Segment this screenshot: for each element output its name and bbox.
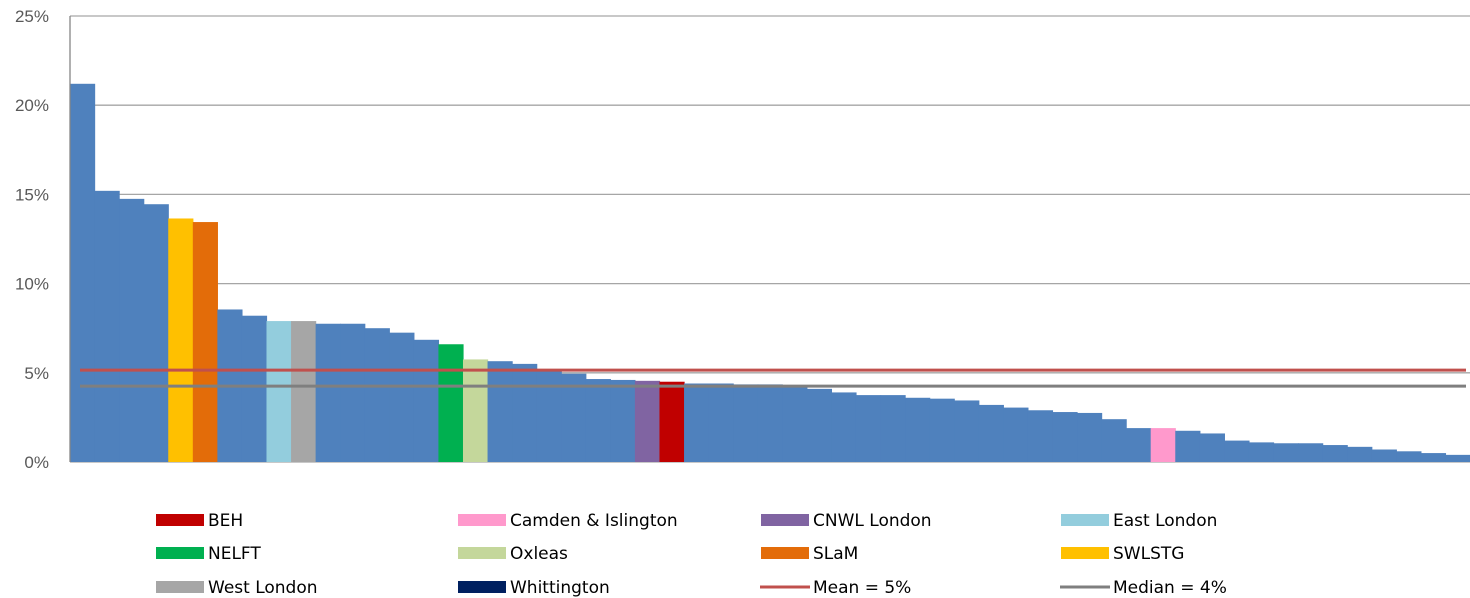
bar [1396,451,1422,462]
legend-swatch [458,547,506,559]
bar [1445,454,1470,462]
bar [462,359,489,462]
y-tick-label: 25% [15,7,49,26]
legend-label: Camden & Islington [510,511,678,531]
bar [315,323,341,462]
bar [782,385,808,462]
legend-swatch [1061,547,1109,559]
legend-label: SWLSTG [1113,544,1184,564]
legend-swatch [156,547,204,559]
bar [1150,428,1176,462]
y-tick-label: 15% [15,185,49,204]
bar [1175,430,1201,462]
legend-swatch [458,514,506,526]
bar [1027,410,1054,462]
bar [855,395,882,462]
legend: BEH Camden & Islington CNWL London East Lon… [156,511,1227,598]
legend-label: NELFT [208,544,261,564]
bar [70,83,96,463]
y-axis: 0% 5% 10% 15% 20% 25% [15,7,71,472]
bar [634,380,661,462]
bar [1347,446,1373,462]
legend-swatch [156,581,204,593]
legend-label: Median = 4% [1113,578,1227,598]
bar [119,198,145,463]
legend-label: Oxleas [510,544,568,564]
bar [1224,440,1250,462]
bar [438,344,464,462]
bar [94,190,120,462]
bar [806,388,833,462]
legend-label: BEH [208,511,243,531]
bar [1273,443,1299,462]
bar [880,395,906,462]
bar [610,379,636,462]
bar [1298,443,1324,462]
bar [413,339,440,462]
y-tick-label: 20% [15,96,49,115]
legend-swatch [156,514,204,526]
bar [168,218,194,462]
bar [1101,419,1127,462]
bar [291,321,317,462]
legend-swatch [458,581,506,593]
bar [364,328,390,462]
bars [70,83,1470,463]
bar [266,321,292,462]
bar [340,323,366,462]
legend-label: East London [1113,511,1217,531]
legend-label: CNWL London [813,511,932,531]
bar [1371,449,1397,462]
bar [389,332,415,462]
bar [1126,428,1152,462]
bar [659,381,685,462]
bar [143,204,169,462]
bar [733,384,759,462]
legend-label: West London [208,578,318,598]
bar [192,222,218,462]
bar [708,383,734,462]
bar [487,361,513,462]
bar [831,392,857,462]
bar [241,315,268,462]
bar [929,398,955,462]
bar [954,400,980,462]
bar [561,373,587,462]
bar [757,384,783,462]
y-tick-label: 0% [24,453,49,472]
y-tick-label: 10% [15,275,49,294]
legend-swatch [761,547,809,559]
legend-swatch [1061,514,1109,526]
reference-lines [80,368,1466,388]
legend-swatch [761,514,809,526]
bar [1003,407,1029,462]
legend-label: Mean = 5% [813,578,911,598]
bar [1420,453,1447,462]
bar [1248,442,1275,462]
bar [536,369,562,462]
bar [1077,412,1103,462]
y-tick-label: 5% [24,364,49,383]
legend-label: Whittington [510,578,610,598]
bar [684,383,710,462]
bar [1322,445,1348,462]
bar [585,379,611,462]
bar [1199,433,1225,462]
bar [512,363,538,462]
bar [905,397,931,462]
bar [1052,412,1078,462]
bar [978,404,1004,462]
legend-label: SLaM [813,544,858,564]
